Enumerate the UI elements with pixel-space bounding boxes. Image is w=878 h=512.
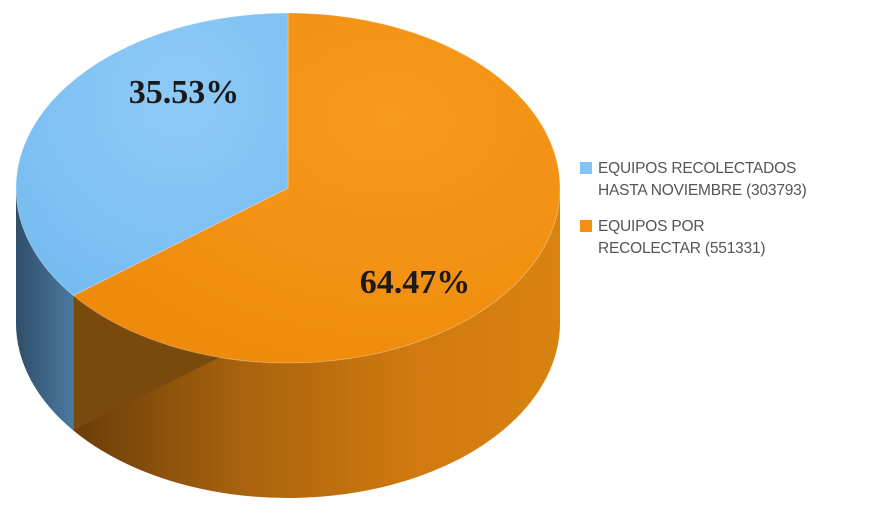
data-label-recolectados: 35.53% xyxy=(129,74,240,111)
legend-swatch xyxy=(580,220,592,232)
pie-labels: 64.47% 35.53% xyxy=(129,74,471,301)
legend-label: EQUIPOS RECOLECTADOS HASTA NOVIEMBRE (30… xyxy=(598,160,807,199)
legend: EQUIPOS RECOLECTADOS HASTA NOVIEMBRE (30… xyxy=(580,158,875,274)
data-label-por-recolectar: 64.47% xyxy=(360,264,471,301)
legend-swatch xyxy=(580,162,592,174)
pie-tops xyxy=(15,12,561,364)
legend-item: EQUIPOS RECOLECTADOS HASTA NOVIEMBRE (30… xyxy=(580,158,875,202)
pie-slice-por-recolectar xyxy=(72,12,561,364)
legend-item: EQUIPOS POR RECOLECTAR (551331) xyxy=(580,216,875,260)
pie-side-recolectados xyxy=(16,188,74,431)
pie-slice-recolectados xyxy=(15,12,289,297)
pie-side-por-recolectar xyxy=(73,188,560,499)
legend-label: EQUIPOS POR RECOLECTAR (551331) xyxy=(598,218,766,257)
